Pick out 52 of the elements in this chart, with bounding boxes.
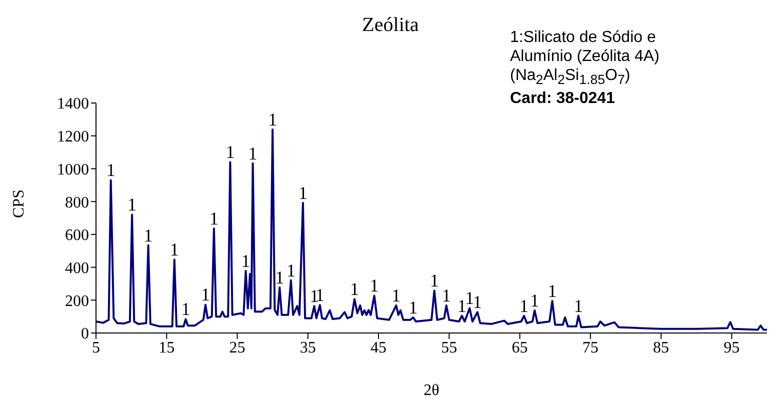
annotation: 1: [128, 194, 137, 215]
annotation: 1: [465, 288, 474, 308]
annotation: 1: [181, 299, 190, 320]
line-series: [96, 128, 767, 331]
annotation: 1: [520, 296, 529, 316]
y-tick-label: 800: [65, 194, 89, 212]
y-tick-label: 1400: [57, 96, 89, 113]
annotation: 1: [226, 142, 235, 162]
y-tick-label: 0: [81, 326, 89, 343]
annotation: 1: [106, 160, 116, 180]
x-axis-title: 2θ: [424, 382, 440, 399]
text: (Na$_{2}$Al$_{2}$Si$_{1.85}$O$_{7}$): [510, 67, 630, 88]
x-tick-label: 45: [370, 339, 387, 356]
annotation: 1: [392, 285, 401, 306]
annotation: 1: [442, 285, 451, 306]
annotation: 1: [530, 290, 540, 310]
annotation: 1: [574, 296, 583, 316]
annotation: 1: [370, 276, 379, 296]
x-tick-label: 65: [512, 339, 528, 356]
annotation: 1: [248, 143, 258, 164]
x-tick-label: 55: [441, 339, 458, 356]
x-tick-label: 25: [229, 339, 246, 356]
annotation: 1: [170, 240, 179, 260]
annotation: 1: [350, 279, 360, 300]
annotation: 1: [209, 208, 218, 229]
y-axis-title: CPS: [10, 190, 28, 218]
x-tick-label: 95: [724, 339, 740, 356]
y-tick-label: 400: [65, 260, 89, 277]
annotation: 1: [268, 109, 278, 130]
annotation: 1: [457, 296, 466, 316]
annotation: 1: [548, 280, 557, 301]
x-tick-label: 75: [582, 339, 598, 356]
annotation: 1: [408, 297, 418, 318]
x-tick-label: 35: [300, 339, 316, 356]
y-tick-label: 1000: [57, 161, 89, 178]
y-tick-label: 200: [65, 292, 89, 310]
annotation: 1: [286, 260, 296, 280]
annotation: 1: [472, 292, 482, 312]
annotation: 1: [275, 267, 284, 288]
x-tick-label: 85: [653, 339, 670, 356]
annotation: 1: [430, 270, 439, 291]
chart-title: Zeólita: [362, 14, 419, 36]
x-tick-label: 15: [158, 339, 175, 356]
annotation: 1: [241, 250, 250, 271]
text: 1:Silicato de Sódio e Alumínio (Zeólita 4A): [510, 28, 660, 66]
annotation: 1: [298, 182, 308, 203]
y-tick-label: 1200: [57, 128, 89, 146]
y-tick-label: 600: [65, 227, 89, 244]
x-tick-label: 5: [92, 339, 100, 356]
annotation: 1: [144, 225, 153, 246]
annotation: 1: [200, 284, 210, 305]
annotation: Card: 38-0241: [510, 89, 616, 108]
